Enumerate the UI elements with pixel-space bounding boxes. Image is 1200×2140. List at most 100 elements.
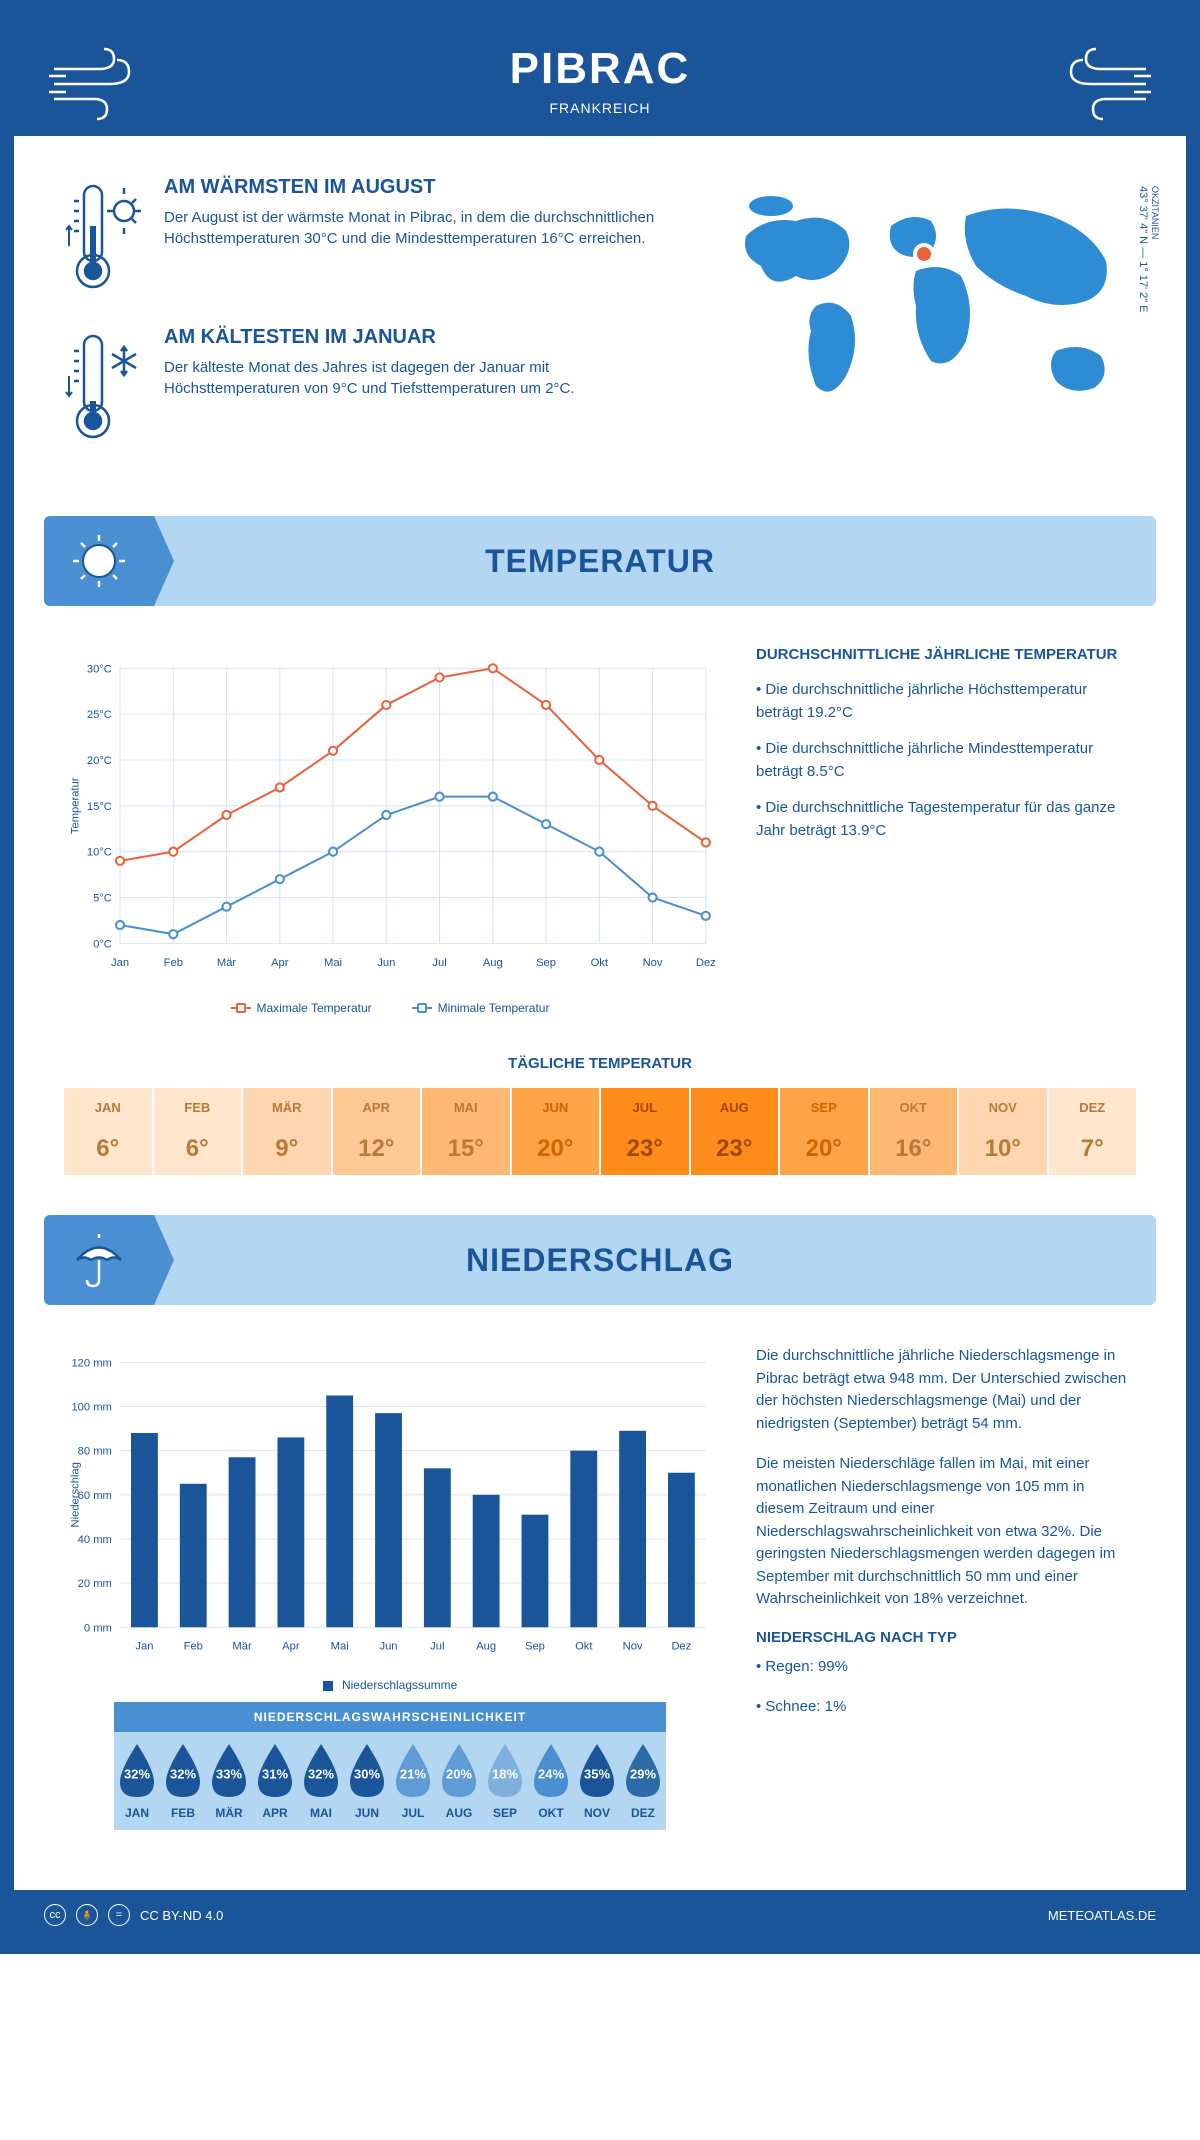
warmest-text: AM WÄRMSTEN IM AUGUST Der August ist der… [164,176,676,296]
svg-text:5°C: 5°C [93,893,112,905]
svg-text:20°C: 20°C [87,755,112,767]
daily-value: 6° [68,1135,148,1163]
thermometer-snow-icon [64,326,144,446]
thermometer-sun-icon [64,176,144,296]
daily-month: JAN [68,1100,148,1115]
daily-month: MÄR [247,1100,327,1115]
precip-prob-cell: 31% APR [252,1742,298,1820]
precip-title: NIEDERSCHLAG [466,1242,734,1279]
daily-temp-cell: MAI15° [422,1088,512,1175]
svg-text:40 mm: 40 mm [78,1534,112,1546]
precip-prob-cell: 20% AUG [436,1742,482,1820]
warmest-desc: Der August ist der wärmste Monat in Pibr… [164,207,676,249]
precip-prob-cell: 33% MÄR [206,1742,252,1820]
license-text: CC BY-ND 4.0 [140,1908,223,1923]
svg-text:Apr: Apr [282,1641,300,1653]
daily-value: 23° [695,1135,775,1163]
coordinates: OKZITANIEN 43° 37' 4" N — 1° 17' 2" E [1137,186,1161,313]
map-block: OKZITANIEN 43° 37' 4" N — 1° 17' 2" E [716,176,1136,476]
drop-value: 29% [630,1766,656,1781]
svg-text:Aug: Aug [483,957,503,969]
precip-prob: NIEDERSCHLAGSWAHRSCHEINLICHKEIT 32% JAN … [114,1702,666,1830]
svg-text:60 mm: 60 mm [78,1490,112,1502]
precip-prob-cell: 18% SEP [482,1742,528,1820]
daily-month: NOV [963,1100,1043,1115]
precip-prob-cell: 35% NOV [574,1742,620,1820]
precip-section: 0 mm20 mm40 mm60 mm80 mm100 mm120 mmJanF… [14,1305,1186,1890]
sun-icon [69,531,129,591]
raindrop-icon: 24% [528,1742,574,1800]
svg-text:120 mm: 120 mm [71,1357,111,1369]
raindrop-icon: 32% [160,1742,206,1800]
svg-text:Niederschlag: Niederschlag [69,1462,81,1527]
drop-value: 24% [538,1766,564,1781]
svg-text:Aug: Aug [476,1641,496,1653]
footer-site: METEOATLAS.DE [1048,1908,1156,1923]
temp-legend: .legend-item:nth-child(1) .legend-mark::… [64,1001,716,1015]
raindrop-icon: 32% [298,1742,344,1800]
svg-text:Sep: Sep [536,957,556,969]
daily-temp-cell: JUL23° [601,1088,691,1175]
svg-text:Mai: Mai [324,957,342,969]
drop-value: 20% [446,1766,472,1781]
by-icon: 🧍 [76,1904,98,1926]
prob-month: MAI [298,1806,344,1820]
precip-prob-grid: 32% JAN 32% FEB 33% MÄR 31% APR 32% MAI … [114,1732,666,1830]
svg-text:Mär: Mär [217,957,237,969]
raindrop-icon: 32% [114,1742,160,1800]
prob-month: MÄR [206,1806,252,1820]
prob-month: JAN [114,1806,160,1820]
drop-value: 31% [262,1766,288,1781]
svg-text:10°C: 10°C [87,847,112,859]
warmest-block: AM WÄRMSTEN IM AUGUST Der August ist der… [64,176,676,296]
raindrop-icon: 35% [574,1742,620,1800]
umbrella-icon [69,1230,129,1290]
svg-text:Jun: Jun [379,1641,397,1653]
prob-month: SEP [482,1806,528,1820]
precip-prob-cell: 32% JAN [114,1742,160,1820]
daily-temp-cell: OKT16° [870,1088,960,1175]
raindrop-icon: 18% [482,1742,528,1800]
daily-month: FEB [158,1100,238,1115]
temp-section: 0°C5°C10°C15°C20°C25°C30°CJanFebMärAprMa… [14,606,1186,1035]
daily-temp-cell: AUG23° [691,1088,781,1175]
precip-info: Die durchschnittliche jährliche Niedersc… [756,1345,1136,1870]
daily-temp-cell: SEP20° [780,1088,870,1175]
svg-text:Okt: Okt [575,1641,593,1653]
world-map-icon [716,176,1136,436]
precip-prob-cell: 30% JUN [344,1742,390,1820]
temp-section-header: TEMPERATUR [44,516,1156,606]
prob-month: AUG [436,1806,482,1820]
raindrop-icon: 30% [344,1742,390,1800]
precip-type2: • Schnee: 1% [756,1696,1136,1719]
temp-info-b3: • Die durchschnittliche Tagestemperatur … [756,797,1136,842]
daily-value: 20° [784,1135,864,1163]
daily-value: 15° [426,1135,506,1163]
daily-month: DEZ [1053,1100,1133,1115]
prob-month: APR [252,1806,298,1820]
daily-value: 6° [158,1135,238,1163]
coldest-desc: Der kälteste Monat des Jahres ist dagege… [164,357,676,399]
svg-text:100 mm: 100 mm [71,1402,111,1414]
drop-value: 32% [170,1766,196,1781]
prob-month: JUN [344,1806,390,1820]
daily-value: 16° [874,1135,954,1163]
daily-temp-grid: JAN6°FEB6°MÄR9°APR12°MAI15°JUN20°JUL23°A… [64,1088,1136,1175]
country: FRANKREICH [34,100,1166,116]
svg-text:20 mm: 20 mm [78,1578,112,1590]
daily-temp-cell: NOV10° [959,1088,1049,1175]
warmest-title: AM WÄRMSTEN IM AUGUST [164,176,676,199]
svg-text:Nov: Nov [643,957,663,969]
prob-month: DEZ [620,1806,666,1820]
legend-min-label: Minimale Temperatur [438,1001,550,1015]
svg-text:30°C: 30°C [87,663,112,675]
temp-chart: 0°C5°C10°C15°C20°C25°C30°CJanFebMärAprMa… [64,646,716,986]
svg-text:Mai: Mai [331,1641,349,1653]
prob-month: NOV [574,1806,620,1820]
precip-prob-cell: 24% OKT [528,1742,574,1820]
precip-prob-cell: 32% MAI [298,1742,344,1820]
drop-value: 33% [216,1766,242,1781]
temp-info-b1: • Die durchschnittliche jährliche Höchst… [756,679,1136,724]
intro-left: AM WÄRMSTEN IM AUGUST Der August ist der… [64,176,676,476]
daily-value: 7° [1053,1135,1133,1163]
